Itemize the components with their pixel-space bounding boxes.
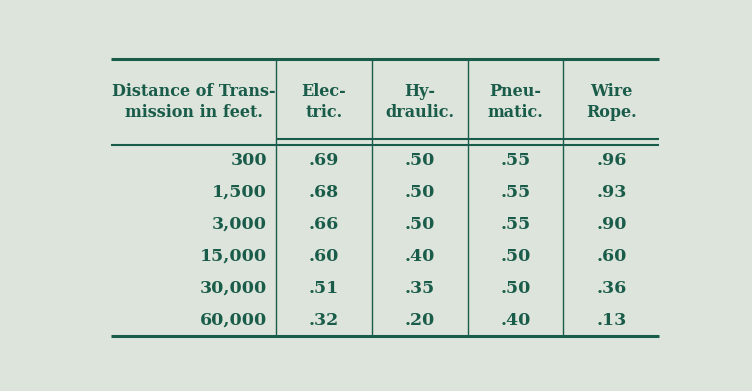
Text: 300: 300 [230, 152, 267, 169]
Text: .90: .90 [596, 216, 626, 233]
Text: 3,000: 3,000 [212, 216, 267, 233]
Text: .50: .50 [500, 280, 531, 297]
Text: .68: .68 [309, 184, 339, 201]
Text: .55: .55 [500, 216, 531, 233]
Text: .55: .55 [500, 184, 531, 201]
Text: .60: .60 [596, 248, 626, 265]
Text: .60: .60 [308, 248, 339, 265]
Text: .13: .13 [596, 312, 626, 328]
Text: .40: .40 [500, 312, 531, 328]
Text: .96: .96 [596, 152, 626, 169]
Text: Elec-
tric.: Elec- tric. [302, 83, 346, 121]
Text: .32: .32 [309, 312, 339, 328]
Text: 15,000: 15,000 [200, 248, 267, 265]
Text: .40: .40 [405, 248, 435, 265]
Text: .50: .50 [500, 248, 531, 265]
Text: Pneu-
matic.: Pneu- matic. [487, 83, 544, 121]
Text: .66: .66 [308, 216, 339, 233]
Text: .55: .55 [500, 152, 531, 169]
Text: Wire
Rope.: Wire Rope. [586, 83, 637, 121]
Text: Hy-
draulic.: Hy- draulic. [385, 83, 454, 121]
Text: .36: .36 [596, 280, 626, 297]
Text: .51: .51 [308, 280, 339, 297]
Text: .20: .20 [405, 312, 435, 328]
Text: 30,000: 30,000 [200, 280, 267, 297]
Text: .50: .50 [405, 152, 435, 169]
Text: 60,000: 60,000 [200, 312, 267, 328]
Text: Distance of Trans-
mission in feet.: Distance of Trans- mission in feet. [112, 83, 275, 121]
Text: .93: .93 [596, 184, 626, 201]
Text: .69: .69 [308, 152, 339, 169]
Text: .35: .35 [405, 280, 435, 297]
Text: 1,500: 1,500 [212, 184, 267, 201]
Text: .50: .50 [405, 184, 435, 201]
Text: .50: .50 [405, 216, 435, 233]
